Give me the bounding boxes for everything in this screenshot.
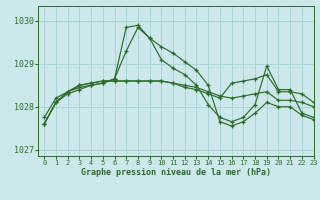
X-axis label: Graphe pression niveau de la mer (hPa): Graphe pression niveau de la mer (hPa) xyxy=(81,168,271,177)
